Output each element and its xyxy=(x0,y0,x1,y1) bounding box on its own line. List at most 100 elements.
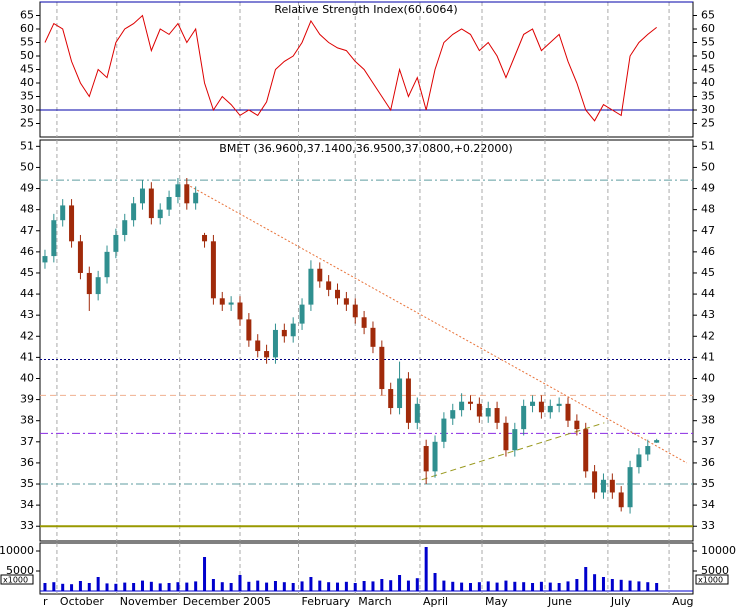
volume-bar xyxy=(504,580,508,591)
candle-body xyxy=(441,418,447,442)
candle-body xyxy=(246,319,252,341)
candle-body xyxy=(618,492,624,508)
volume-bar xyxy=(176,582,180,591)
candle-body xyxy=(202,234,208,242)
candle-body xyxy=(609,479,615,493)
volume-bar xyxy=(628,580,632,591)
candle-body xyxy=(467,401,473,404)
y-tick-label: 47 xyxy=(20,224,34,237)
y-tick-label: 42 xyxy=(20,329,34,342)
price-title: BMET (36.9600,37.1400,36.9500,37.0800,+0… xyxy=(219,142,512,155)
candle-body xyxy=(423,446,429,472)
y-tick-label: 44 xyxy=(20,287,34,300)
volume-bar xyxy=(273,581,277,591)
candle-body xyxy=(308,268,314,305)
volume-bar xyxy=(371,581,375,591)
y-tick-label: 45 xyxy=(20,63,34,76)
candle-body xyxy=(592,471,598,493)
y-tick-label: 45 xyxy=(701,266,715,279)
candle-body xyxy=(42,256,48,263)
volume-bar xyxy=(433,573,437,591)
candle-body xyxy=(51,220,57,257)
candle-body xyxy=(60,205,66,221)
trend-line xyxy=(421,422,605,481)
candle-body xyxy=(583,429,589,472)
volume-bar xyxy=(203,557,207,591)
volume-bar xyxy=(415,578,419,591)
candle-body xyxy=(476,403,482,417)
x-tick-label: May xyxy=(485,595,508,608)
volume-bar xyxy=(522,582,526,591)
candle-body xyxy=(210,241,216,299)
candle-body xyxy=(361,317,367,328)
candle-body xyxy=(414,403,420,423)
candle-body xyxy=(335,289,341,299)
y-tick-label: 50 xyxy=(701,49,715,62)
y-tick-label: 34 xyxy=(701,498,715,511)
candle-body xyxy=(530,401,536,406)
volume-bar xyxy=(70,584,74,591)
x-tick-label: July xyxy=(610,595,631,608)
candle-body xyxy=(388,389,394,409)
volume-bar xyxy=(114,583,118,591)
volume-bar xyxy=(495,582,499,591)
x-tick-label: February xyxy=(302,595,351,608)
y-tick-label: 45 xyxy=(701,63,715,76)
candle-body xyxy=(565,403,571,421)
y-tick-label: 47 xyxy=(701,224,715,237)
y-tick-label: 35 xyxy=(20,90,34,103)
candle-body xyxy=(450,410,456,419)
candle-body xyxy=(654,440,660,443)
candle-body xyxy=(228,302,234,305)
volume-bar xyxy=(158,583,162,591)
y-tick-label: 49 xyxy=(20,182,34,195)
y-tick-label: 60 xyxy=(701,22,715,35)
y-tick-label: 41 xyxy=(20,350,34,363)
y-tick-label: 50 xyxy=(20,49,34,62)
y-tick-label: 39 xyxy=(20,393,34,406)
y-tick-label: 60 xyxy=(20,22,34,35)
volume-bar xyxy=(300,581,304,591)
candle-body xyxy=(343,298,349,305)
y-tick-label: 37 xyxy=(20,435,34,448)
volume-bar xyxy=(96,577,100,591)
y-tick-label: 10000 xyxy=(0,544,34,557)
volume-bar xyxy=(362,581,366,591)
x-tick-label: r xyxy=(43,595,48,608)
volume-bar xyxy=(140,580,144,591)
y-tick-label: 43 xyxy=(20,308,34,321)
rsi-title: Relative Strength Index(60.6064) xyxy=(274,3,457,16)
candle-body xyxy=(219,298,225,305)
volume-bar xyxy=(220,582,224,591)
candle-body xyxy=(494,408,500,423)
y-tick-label: 48 xyxy=(20,203,34,216)
candle-body xyxy=(157,209,163,219)
candle-body xyxy=(645,446,651,455)
volume-bar xyxy=(336,582,340,591)
candle-body xyxy=(148,188,154,219)
candle-body xyxy=(397,378,403,409)
candle-body xyxy=(627,467,633,508)
candle-body xyxy=(131,203,137,221)
x-tick-label: April xyxy=(423,595,448,608)
x-tick-label: October xyxy=(60,595,104,608)
candle-body xyxy=(184,184,190,204)
volume-bar xyxy=(318,580,322,591)
candle-body xyxy=(370,327,376,347)
candle-body xyxy=(281,329,287,337)
volume-bar xyxy=(123,582,127,591)
candle-body xyxy=(556,403,562,406)
candle-body xyxy=(272,329,278,358)
volume-bar xyxy=(265,582,269,591)
volume-bar xyxy=(601,577,605,591)
y-tick-label: 51 xyxy=(701,139,715,152)
candle-body xyxy=(86,272,92,295)
y-tick-label: 65 xyxy=(701,9,715,22)
candle-body xyxy=(175,184,181,197)
y-tick-label: 10000 xyxy=(701,544,736,557)
y-tick-label: 25 xyxy=(701,117,715,130)
y-tick-label: 25 xyxy=(20,117,34,130)
y-tick-label: 36 xyxy=(20,456,34,469)
y-tick-label: 35 xyxy=(701,477,715,490)
